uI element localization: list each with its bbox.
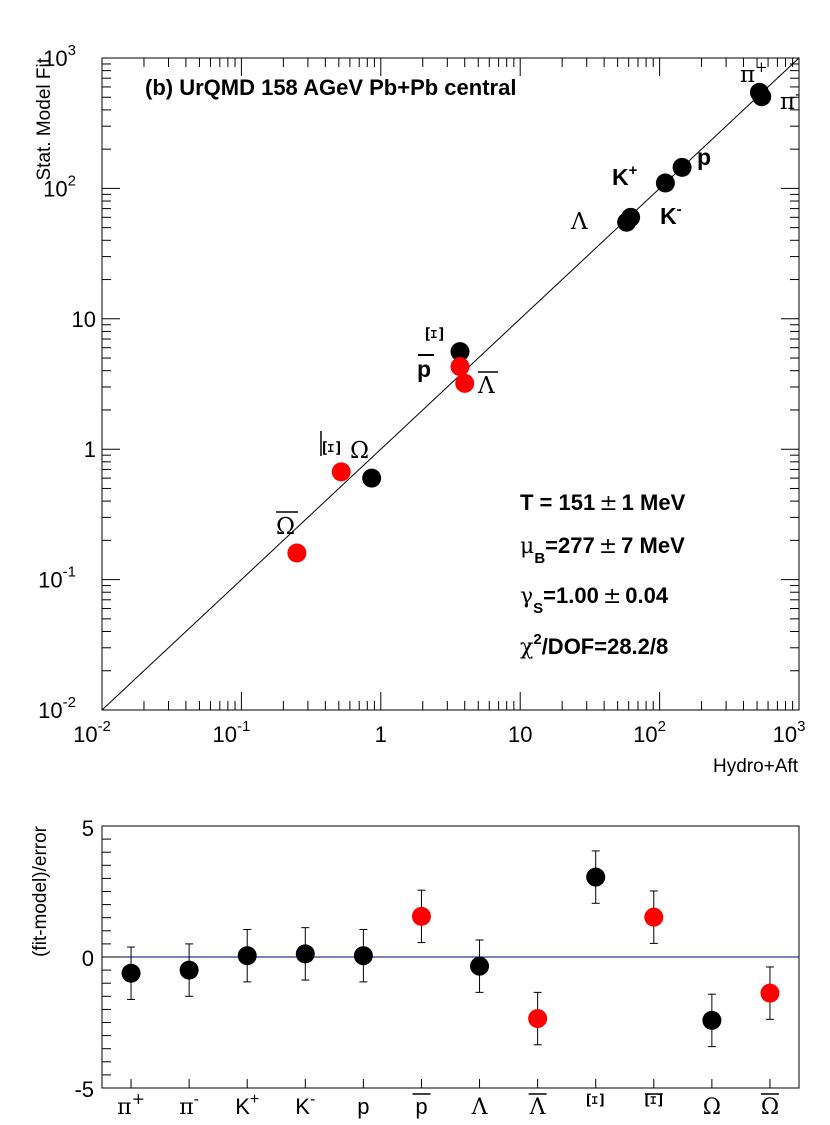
bottom-y-tick-zero: 0 <box>82 946 94 971</box>
top-plot-frame <box>101 57 800 711</box>
category-label: Ω <box>761 1095 779 1120</box>
top-x-tick-label: 103 <box>773 718 806 747</box>
residual-point <box>702 1010 722 1030</box>
fit-gamma-s: γS=1.00 ±0.04 <box>520 583 669 617</box>
bottom-axis-ticks <box>102 825 771 1089</box>
data-point <box>362 468 382 488</box>
data-point <box>331 462 351 482</box>
top-y-tick-label: 10 <box>72 307 96 332</box>
residual-point <box>586 867 606 887</box>
label-pi-plus: π+ <box>740 58 768 88</box>
label-p: p <box>697 144 711 170</box>
top-y-tick-label: 103 <box>43 42 76 71</box>
top-x-tick-label: 10-2 <box>73 718 111 747</box>
data-point <box>455 373 475 393</box>
label-lambda: Λ <box>570 209 588 235</box>
top-x-axis-label: Hydro+Aft <box>713 756 799 777</box>
data-point <box>450 357 470 377</box>
category-label: K- <box>295 1091 315 1119</box>
category-label: K+ <box>235 1091 259 1119</box>
bottom-y-tick-bottom: -5 <box>74 1077 94 1102</box>
top-x-tick-label: 10 <box>508 722 532 747</box>
residual-point <box>237 946 257 966</box>
particle-labels: π+ π- K+ K- p Λ Ξ p Λ Ξ Ω Ω <box>276 58 800 540</box>
category-label: Λ <box>529 1095 547 1120</box>
category-label: p <box>357 1094 369 1119</box>
label-xibar: Ξ <box>320 431 346 456</box>
residual-point <box>411 906 431 926</box>
fit-results: T = 151 ±1 MeV μB=277 ±7 MeV γS=1.00 ±0.04 … <box>520 490 686 660</box>
category-label: p <box>415 1094 427 1119</box>
top-y-tick-label: 102 <box>43 172 76 201</box>
label-lambdabar: Λ <box>477 371 498 399</box>
label-k-plus: K+ <box>612 162 638 190</box>
label-omega: Ω <box>350 438 369 464</box>
label-lambdabar-text: Λ <box>477 373 495 399</box>
data-point <box>672 157 692 177</box>
top-x-tick-label: 10-1 <box>212 718 250 747</box>
fit-chi2: χ2/DOF=28.2/8 <box>520 631 668 660</box>
category-label: Ω <box>703 1095 721 1120</box>
category-label: Ξ <box>643 1092 668 1107</box>
top-panel: 10-2 10-1 1 10 102 103 10-2 10-1 1 10 102 103 Hydr… <box>34 42 805 777</box>
residual-point <box>179 960 199 980</box>
residual-point <box>760 983 780 1003</box>
residual-point <box>528 1009 548 1029</box>
data-point <box>450 342 470 362</box>
label-omegabar-text: Ω <box>276 514 295 540</box>
top-axis-ticks <box>101 58 799 711</box>
residual-point <box>121 963 141 983</box>
category-label: π- <box>179 1089 199 1120</box>
label-k-minus: K- <box>660 201 682 229</box>
top-y-tick-label: 10-2 <box>38 694 76 723</box>
category-label: π+ <box>117 1089 145 1120</box>
data-point <box>655 173 675 193</box>
bottom-panel: 5 0 -5 (fit-model)/error π+ π- K+ K-p p Λ Λ Ξ Ξ Ω… <box>30 816 800 1120</box>
chart-title: (b) UrQMD 158 AGeV Pb+Pb central <box>145 75 516 100</box>
top-x-tick-label: 102 <box>633 718 666 747</box>
top-x-tick-labels: 10-2 10-1 1 10 102 103 <box>73 718 805 747</box>
label-xi: Ξ <box>423 326 449 342</box>
data-point <box>287 543 307 563</box>
residual-point <box>644 907 664 927</box>
diagonal-reference-line <box>101 57 800 711</box>
bottom-y-tick-top: 5 <box>82 816 94 841</box>
bottom-data-points <box>121 850 780 1048</box>
residual-point <box>470 956 490 976</box>
data-point <box>752 87 772 107</box>
top-data-points <box>287 82 772 563</box>
label-pbar-text: p <box>417 356 431 382</box>
fit-mu-b: μB=277 ±7 MeV <box>520 533 685 567</box>
fit-temperature: T = 151 ±1 MeV <box>520 490 686 516</box>
top-y-tick-labels: 10-2 10-1 1 10 102 103 <box>38 42 96 723</box>
top-y-tick-label: 1 <box>84 437 96 462</box>
label-pbar: p <box>417 354 434 382</box>
label-omegabar: Ω <box>276 511 298 540</box>
top-y-axis-label: Stat. Model Fit <box>34 57 55 180</box>
top-y-tick-label: 10-1 <box>38 564 76 593</box>
top-x-tick-label: 1 <box>375 722 387 747</box>
data-point <box>617 212 637 232</box>
residual-point <box>353 946 373 966</box>
category-label: Ξ <box>585 1092 610 1107</box>
bottom-y-axis-label: (fit-model)/error <box>30 825 51 957</box>
residual-point <box>295 944 315 964</box>
bottom-category-labels: π+ π- K+ K-p p Λ Λ Ξ Ξ Ω Ω <box>117 1089 779 1120</box>
label-pi-minus: π- <box>780 85 800 115</box>
label-xibar-text: Ξ <box>320 440 346 456</box>
category-label: Λ <box>471 1095 489 1120</box>
